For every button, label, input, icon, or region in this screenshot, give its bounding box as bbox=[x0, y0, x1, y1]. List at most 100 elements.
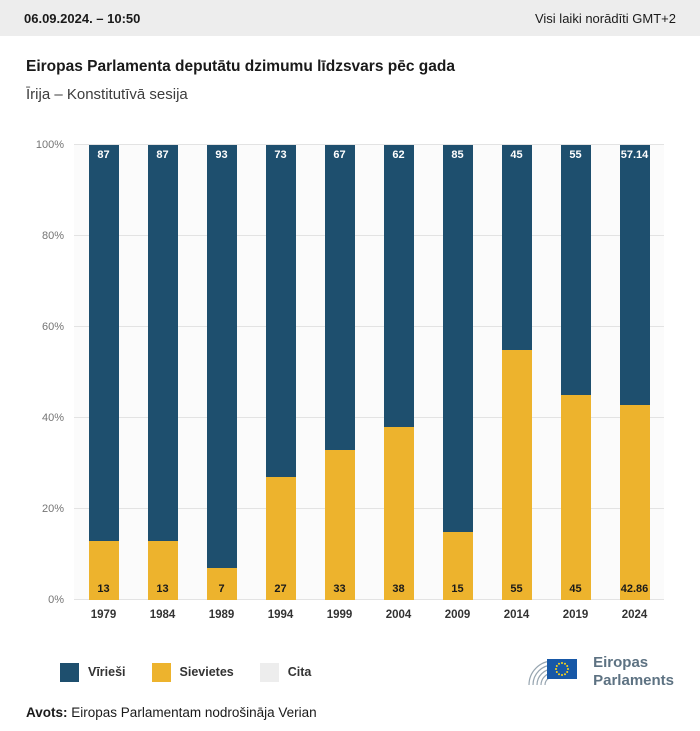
bar-value-label: 27 bbox=[274, 583, 287, 595]
bar-value-label: 87 bbox=[156, 149, 169, 162]
bar-segment-women[interactable]: 45 bbox=[560, 395, 591, 600]
gridline bbox=[74, 417, 664, 418]
bar-2009: 85 15 bbox=[442, 145, 473, 600]
bar-value-label: 13 bbox=[97, 583, 110, 595]
bar-value-label: 45 bbox=[569, 583, 582, 595]
legend-item-other[interactable]: Cita bbox=[259, 662, 312, 682]
legend: Vīrieši Sievietes Cita bbox=[60, 662, 312, 682]
eu-flag-stars bbox=[555, 662, 570, 676]
bar-value-label: 45 bbox=[510, 149, 523, 161]
bar-value-label: 87 bbox=[97, 149, 110, 162]
bar-1989: 93 7 bbox=[206, 145, 237, 600]
bar-segment-women[interactable]: 33 bbox=[324, 449, 355, 600]
bar-segment-women[interactable]: 15 bbox=[442, 531, 473, 600]
bar-segment-men[interactable]: 87 bbox=[88, 145, 119, 541]
y-axis: 0% 20% 40% 60% 80% 100% bbox=[26, 139, 74, 606]
gridline bbox=[74, 235, 664, 236]
bar-segment-women[interactable]: 13 bbox=[88, 540, 119, 600]
x-tick-label: 2014 bbox=[503, 609, 530, 621]
bar-2014: 45 55 bbox=[501, 145, 532, 600]
y-tick-label: 0% bbox=[48, 594, 64, 606]
legend-swatch bbox=[151, 662, 171, 682]
bar-segment-women[interactable]: 38 bbox=[383, 427, 414, 600]
x-tick-label: 1994 bbox=[267, 609, 294, 621]
legend-swatch bbox=[60, 662, 79, 682]
bar-segment-women[interactable]: 42.86 bbox=[619, 405, 650, 600]
bar-segment-men[interactable]: 67 bbox=[324, 145, 355, 450]
legend-label: Vīrieši bbox=[88, 665, 126, 679]
bar-1994: 73 27 bbox=[265, 145, 296, 600]
gridline bbox=[74, 144, 664, 145]
gridline bbox=[74, 508, 664, 509]
x-axis: 1979 1984 1989 1994 1999 2004 2009 2014 2019 2024 bbox=[74, 600, 664, 621]
bar-1999: 67 33 bbox=[324, 145, 355, 600]
legend-swatch bbox=[259, 662, 279, 682]
bar-value-label: 93 bbox=[215, 149, 228, 162]
x-tick-label: 1979 bbox=[90, 609, 117, 621]
x-tick-label: 2019 bbox=[562, 609, 589, 621]
bar-segment-men[interactable]: 45 bbox=[501, 145, 532, 350]
chart-title: Eiropas Parlamenta deputātu dzimumu līdz… bbox=[26, 58, 455, 75]
bar-value-label: 57.14 bbox=[620, 149, 649, 162]
ep-logo[interactable]: Eiropas Parlaments bbox=[525, 649, 674, 695]
datetime-text: 06.09.2024. – 10:50 bbox=[24, 10, 141, 26]
bar-value-label: 73 bbox=[274, 149, 287, 162]
ep-logo-graphic bbox=[528, 659, 578, 686]
bar-value-label: 13 bbox=[156, 583, 169, 595]
bar-segment-men[interactable]: 85 bbox=[442, 145, 473, 532]
bar-segment-men[interactable]: 73 bbox=[265, 145, 296, 478]
bar-segment-women[interactable]: 27 bbox=[265, 477, 296, 600]
bar-value-label: 42.86 bbox=[620, 583, 649, 595]
legend-item-women[interactable]: Sievietes bbox=[151, 662, 234, 682]
y-tick-label: 40% bbox=[41, 412, 64, 424]
y-tick-label: 100% bbox=[35, 139, 64, 151]
bar-2019: 55 45 bbox=[560, 145, 591, 600]
source-label: Avots: bbox=[26, 705, 68, 720]
legend-label: Sievietes bbox=[179, 665, 234, 679]
bar-segment-men[interactable]: 62 bbox=[383, 145, 414, 428]
bar-segment-women[interactable]: 7 bbox=[206, 568, 237, 600]
bar-1984: 87 13 bbox=[147, 145, 178, 600]
y-tick-label: 20% bbox=[41, 503, 64, 515]
gridline bbox=[74, 326, 664, 327]
bar-value-label: 15 bbox=[451, 583, 464, 595]
bar-value-label: 7 bbox=[218, 583, 225, 595]
bar-segment-men[interactable]: 55 bbox=[560, 145, 591, 396]
bar-value-label: 33 bbox=[333, 583, 346, 595]
plot-area: 87 13 87 13 93 7 73 27 67 33 62 38 85 15 45 55 55 45 57.14… bbox=[74, 144, 664, 600]
x-tick-label: 2024 bbox=[621, 609, 648, 621]
gridline bbox=[74, 599, 664, 600]
bar-segment-men[interactable]: 57.14 bbox=[619, 145, 650, 405]
bar-2024: 57.14 42.86 bbox=[619, 145, 650, 600]
x-tick-label: 2009 bbox=[444, 609, 471, 621]
bar-segment-women[interactable]: 13 bbox=[147, 540, 178, 600]
legend-row: Vīrieši Sievietes Cita Eiropas Parlame bbox=[60, 649, 674, 695]
bar-value-label: 67 bbox=[333, 149, 346, 162]
bar-segment-men[interactable]: 93 bbox=[206, 145, 237, 569]
eu-flag bbox=[547, 659, 578, 679]
bar-value-label: 55 bbox=[569, 149, 582, 161]
top-bar: 06.09.2024. – 10:50 Visi laiki norādīti … bbox=[0, 0, 700, 36]
legend-label: Cita bbox=[287, 665, 312, 679]
x-tick-label: 1984 bbox=[149, 609, 176, 621]
bar-value-label: 85 bbox=[451, 149, 464, 161]
bar-segment-men[interactable]: 87 bbox=[147, 145, 178, 541]
ep-logo-line1: Eiropas bbox=[593, 654, 649, 671]
timezone-note: Visi laiki norādīti GMT+2 bbox=[534, 10, 676, 26]
ep-logo-text: Eiropas Parlaments bbox=[593, 654, 674, 690]
bar-value-label: 55 bbox=[510, 583, 523, 595]
x-tick-label: 1999 bbox=[326, 609, 353, 621]
bar-segment-women[interactable]: 55 bbox=[501, 349, 532, 600]
bar-1979: 87 13 bbox=[88, 145, 119, 600]
source-text: Eiropas Parlamentam nodrošināja Verian bbox=[71, 705, 317, 720]
chart: 0% 20% 40% 60% 80% 100% 87 13 87 13 93 7 73 27 67 33 62… bbox=[26, 139, 664, 621]
y-tick-label: 60% bbox=[41, 321, 64, 333]
bar-2004: 62 38 bbox=[383, 145, 414, 600]
bars-row: 87 13 87 13 93 7 73 27 67 33 62 38 85 15 45 55 55 45 57.14… bbox=[74, 145, 664, 600]
title-block: Eiropas Parlamenta deputātu dzimumu līdz… bbox=[0, 36, 700, 103]
y-tick-label: 80% bbox=[41, 230, 64, 242]
x-tick-label: 2004 bbox=[385, 609, 412, 621]
bar-value-label: 38 bbox=[392, 583, 405, 595]
legend-item-men[interactable]: Vīrieši bbox=[60, 662, 126, 682]
ep-logo-line2: Parlaments bbox=[593, 672, 674, 689]
